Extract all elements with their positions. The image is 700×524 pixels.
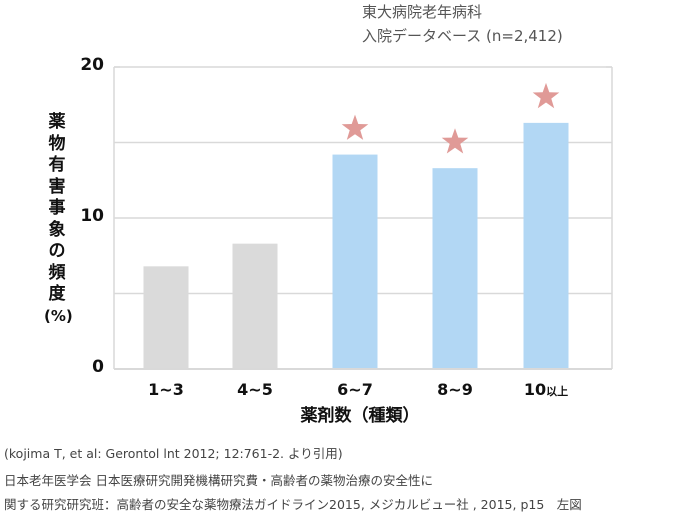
ylabel-char: 象: [48, 219, 66, 240]
bar-10以上: [523, 122, 569, 369]
bar-1~3: [143, 266, 189, 368]
x-tick-6-7: 6~7: [337, 380, 373, 399]
bar-chart: [113, 66, 613, 370]
ylabel-char: 度: [48, 284, 66, 304]
bar-8~9: [432, 168, 478, 368]
source-line-2: 入院データベース (n=2,412): [362, 27, 563, 45]
x-tick-10-plus: 10以上: [501, 380, 591, 399]
ylabel-char: 頻: [48, 262, 66, 283]
ylabel-char: 害: [48, 176, 66, 197]
reference-line-1: 日本老年医学会 日本医療研究開発機構研究費・高齢者の薬物治療の安全性に: [4, 473, 433, 488]
x-tick-10-suffix: 以上: [546, 385, 569, 398]
y-tick-20: 20: [80, 55, 104, 75]
significance-star-icon: [341, 114, 369, 140]
citation: (kojima T, et al: Gerontol lnt 2012; 12:…: [4, 446, 343, 461]
ylabel-char: (%): [44, 306, 73, 325]
bar-4~5: [232, 243, 278, 368]
data-source-note: 東大病院老年病科 入院データベース (n=2,412): [362, 0, 563, 48]
bar-6~7: [332, 154, 378, 368]
ylabel-char: 物: [48, 133, 66, 154]
source-line-1: 東大病院老年病科: [362, 3, 483, 21]
ylabel-char: 薬: [48, 112, 66, 132]
ylabel-char: 有: [48, 155, 66, 175]
significance-star-icon: [532, 82, 560, 109]
reference-line-2: 関する研究研究班：高齢者の安全な薬物療法ガイドライン2015, メジカルビュー社…: [4, 497, 582, 512]
ylabel-char: の: [48, 241, 66, 261]
significance-star-icon: [441, 128, 469, 154]
y-tick-0: 0: [92, 357, 104, 377]
x-tick-1-3: 1~3: [148, 380, 184, 399]
x-tick-4-5: 4~5: [237, 380, 273, 399]
x-tick-10-number: 10: [523, 380, 547, 399]
significance-stars: [341, 82, 560, 154]
y-tick-10: 10: [80, 206, 104, 226]
y-axis-label: 薬 物 有 害 事 象 の 頻 度 (%): [44, 112, 73, 327]
x-axis-label: 薬剤数（種類）: [300, 406, 420, 426]
bars: [143, 122, 569, 369]
ylabel-char: 事: [48, 198, 66, 218]
x-tick-8-9: 8~9: [437, 380, 473, 399]
